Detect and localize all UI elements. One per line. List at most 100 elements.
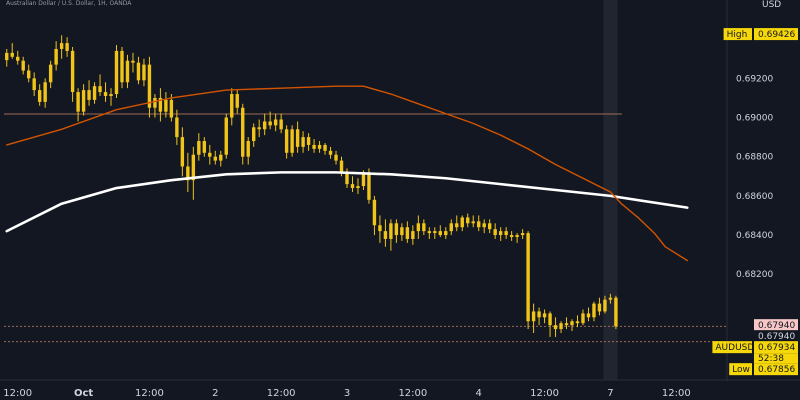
candle[interactable] [433, 227, 437, 239]
candle[interactable] [180, 127, 185, 177]
candle[interactable] [531, 303, 536, 333]
candle[interactable] [498, 227, 503, 241]
candle[interactable] [114, 45, 119, 98]
candle[interactable] [65, 37, 69, 57]
candle[interactable] [372, 195, 377, 236]
candle[interactable] [109, 88, 113, 106]
candle[interactable] [197, 133, 201, 161]
candle[interactable] [284, 125, 289, 159]
candle[interactable] [32, 72, 36, 96]
candle[interactable] [482, 219, 486, 234]
candle[interactable] [608, 293, 613, 304]
candle[interactable] [405, 221, 410, 243]
candle[interactable] [26, 64, 31, 83]
candle[interactable] [37, 84, 42, 106]
candle[interactable] [241, 103, 245, 165]
candle[interactable] [136, 56, 141, 85]
candle[interactable] [323, 142, 327, 155]
candle[interactable] [526, 231, 530, 330]
candle[interactable] [273, 113, 278, 132]
candle[interactable] [493, 223, 497, 239]
candle[interactable] [142, 58, 146, 87]
candle[interactable] [76, 88, 80, 122]
candle[interactable] [87, 80, 91, 106]
candle[interactable] [268, 111, 272, 130]
candle[interactable] [164, 92, 168, 118]
candle[interactable] [54, 41, 58, 71]
candle[interactable] [471, 215, 475, 228]
candle[interactable] [120, 47, 124, 89]
candle[interactable] [509, 231, 514, 241]
candle[interactable] [422, 219, 426, 236]
candle[interactable] [98, 74, 102, 96]
candle[interactable] [334, 150, 338, 165]
candle[interactable] [131, 52, 135, 73]
candle[interactable] [290, 125, 294, 157]
candle[interactable] [224, 113, 228, 159]
candle[interactable] [158, 88, 163, 122]
candle[interactable] [81, 84, 86, 116]
candle[interactable] [400, 223, 404, 241]
candle[interactable] [438, 225, 442, 238]
candle[interactable] [262, 113, 267, 136]
candle[interactable] [70, 47, 75, 102]
candle[interactable] [10, 43, 14, 59]
candle[interactable] [312, 139, 316, 153]
candle[interactable] [542, 309, 547, 324]
candle[interactable] [487, 219, 492, 234]
candle[interactable] [208, 144, 212, 165]
candle[interactable] [455, 215, 459, 232]
candle[interactable] [92, 82, 97, 104]
candle[interactable] [586, 307, 591, 322]
candle[interactable] [520, 229, 525, 239]
candle[interactable] [444, 227, 448, 239]
candle[interactable] [350, 176, 355, 192]
candle[interactable] [301, 131, 305, 153]
candle[interactable] [295, 121, 300, 153]
candle[interactable] [191, 146, 196, 200]
candle[interactable] [5, 48, 9, 67]
candle[interactable] [230, 88, 234, 126]
candle[interactable] [515, 233, 519, 243]
candle[interactable] [235, 90, 239, 114]
candle[interactable] [548, 311, 552, 337]
candle[interactable] [306, 133, 311, 151]
candle[interactable] [43, 78, 47, 108]
candle[interactable] [570, 319, 574, 332]
candle[interactable] [48, 60, 53, 89]
candle[interactable] [592, 301, 596, 322]
candle[interactable] [394, 219, 399, 243]
candle[interactable] [153, 94, 157, 118]
candle[interactable] [219, 150, 223, 167]
candle[interactable] [257, 119, 261, 138]
candle[interactable] [460, 215, 464, 232]
candle[interactable] [427, 227, 432, 239]
candle[interactable] [581, 309, 585, 326]
candle[interactable] [213, 150, 217, 165]
candle[interactable] [328, 146, 333, 159]
candle[interactable] [411, 225, 415, 245]
candle[interactable] [186, 152, 190, 192]
candle[interactable] [564, 317, 569, 330]
candle[interactable] [16, 50, 20, 65]
candle[interactable] [246, 137, 250, 165]
candle[interactable] [559, 321, 563, 333]
candle[interactable] [477, 215, 481, 232]
candle[interactable] [389, 219, 393, 251]
candle[interactable] [175, 109, 179, 145]
candle[interactable] [383, 219, 388, 247]
candle[interactable] [356, 178, 360, 194]
candle[interactable] [449, 219, 453, 236]
candle[interactable] [614, 295, 618, 330]
candle[interactable] [59, 35, 64, 59]
candle[interactable] [466, 213, 470, 228]
candle[interactable] [553, 317, 558, 337]
candle[interactable] [537, 307, 541, 326]
candle[interactable] [202, 137, 207, 157]
candle[interactable] [378, 215, 382, 243]
candle[interactable] [603, 295, 607, 314]
candle[interactable] [416, 215, 421, 239]
candle[interactable] [103, 82, 108, 102]
candle[interactable] [575, 315, 580, 328]
